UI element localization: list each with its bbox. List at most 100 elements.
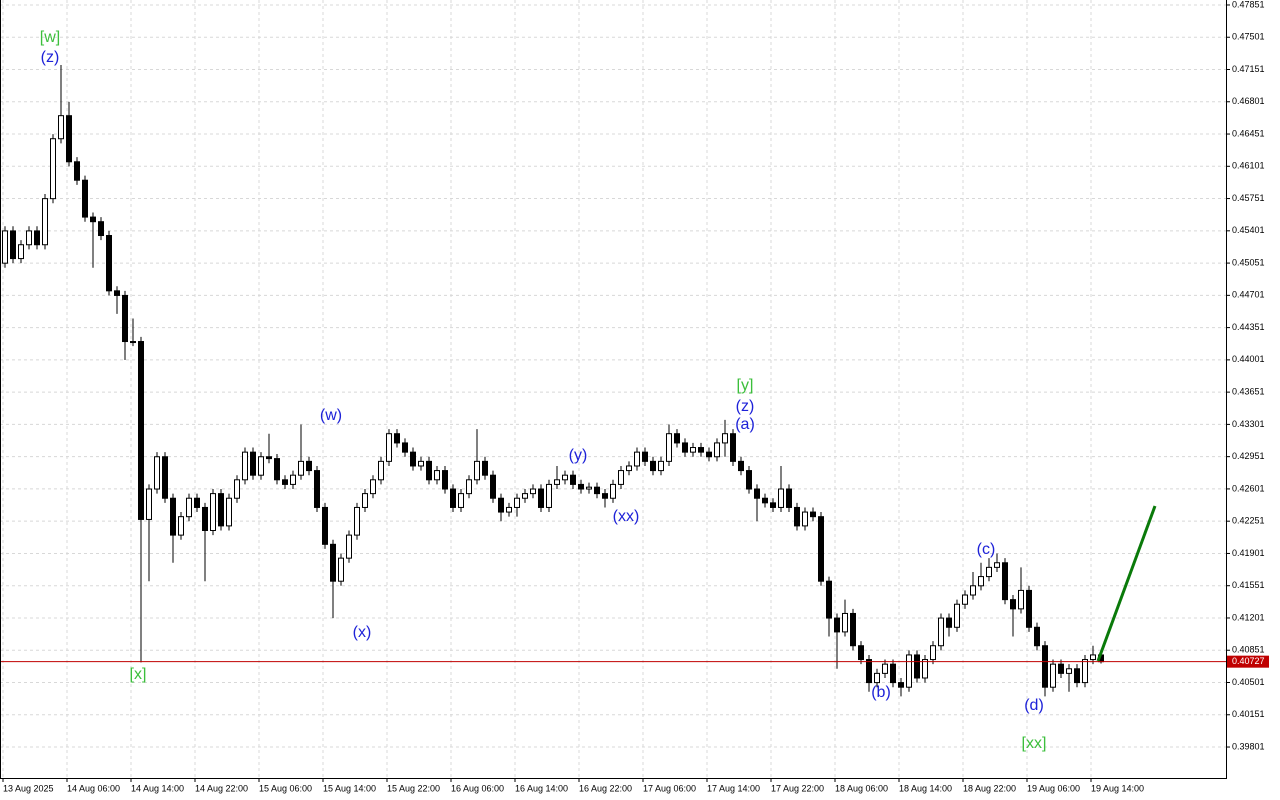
candle-body xyxy=(218,493,224,527)
candle-body xyxy=(866,659,872,684)
y-tick-label: 0.41901 xyxy=(1232,548,1265,558)
candle-body xyxy=(130,341,136,344)
candle-body xyxy=(258,456,264,476)
candle-body xyxy=(306,460,312,472)
candle-body xyxy=(698,447,704,453)
candle-body xyxy=(1050,663,1056,688)
candle-body xyxy=(842,612,848,633)
candle-body xyxy=(466,479,472,495)
candle-body xyxy=(906,654,912,688)
candle-body xyxy=(890,663,896,684)
candle-body xyxy=(1074,668,1080,684)
candle-body xyxy=(634,451,640,467)
wave-label: (a) xyxy=(735,416,755,433)
candle-body xyxy=(106,235,112,292)
candle-body xyxy=(34,230,40,246)
candle-body xyxy=(882,663,888,674)
candle-body xyxy=(82,179,88,218)
candle-body xyxy=(482,460,488,476)
price-label: 0.40727 xyxy=(1232,656,1265,666)
y-tick-label: 0.44351 xyxy=(1232,322,1265,332)
candle-body xyxy=(442,470,448,490)
wave-label: (xx) xyxy=(613,508,640,525)
candle-body xyxy=(434,470,440,481)
candle-body xyxy=(858,645,864,661)
candle-body xyxy=(194,497,200,508)
candle-body xyxy=(506,506,512,513)
candle-body xyxy=(386,433,392,462)
candle-body xyxy=(794,506,800,527)
candle-body xyxy=(250,451,256,476)
candle-body xyxy=(1082,659,1088,684)
candle-body xyxy=(346,534,352,559)
candle-body xyxy=(58,115,64,140)
x-tick-label: 16 Aug 06:00 xyxy=(451,783,504,793)
candle-body xyxy=(410,451,416,467)
candle-body xyxy=(994,562,1000,568)
x-tick-label: 18 Aug 14:00 xyxy=(899,783,952,793)
candle-body xyxy=(202,506,208,531)
overlay: 0.40727[w](z)[x](w)(x)(y)(xx)[y](z)(a)(b… xyxy=(0,29,1269,752)
x-tick-label: 16 Aug 14:00 xyxy=(515,783,568,793)
y-tick-label: 0.43651 xyxy=(1232,387,1265,397)
candle-body xyxy=(90,216,96,223)
candle-body xyxy=(298,460,304,476)
candle-body xyxy=(546,483,552,508)
candle-body xyxy=(674,433,680,444)
candle-body xyxy=(2,230,8,264)
candle-body xyxy=(706,451,712,458)
y-tick-label: 0.45051 xyxy=(1232,257,1265,267)
y-tick-label: 0.46101 xyxy=(1232,161,1265,171)
candle-body xyxy=(978,576,984,587)
candle-body xyxy=(154,456,160,490)
candle-body xyxy=(762,497,768,504)
wave-label: [w] xyxy=(40,29,60,46)
y-tick-label: 0.42601 xyxy=(1232,483,1265,493)
candle-body xyxy=(458,493,464,508)
y-tick-label: 0.44701 xyxy=(1232,290,1265,300)
candle-body xyxy=(914,654,920,679)
candle-body xyxy=(42,198,48,246)
candle-body xyxy=(730,433,736,462)
x-tick-label: 16 Aug 22:00 xyxy=(579,783,632,793)
wave-label: [y] xyxy=(737,377,754,394)
y-tick-label: 0.39801 xyxy=(1232,741,1265,751)
candle-body xyxy=(178,516,184,536)
candle-body xyxy=(362,493,368,508)
candle-body xyxy=(666,433,672,462)
candle-body xyxy=(754,488,760,499)
wave-label: (w) xyxy=(320,407,342,424)
candle-body xyxy=(234,479,240,499)
candle-body xyxy=(642,451,648,462)
candle-body xyxy=(282,479,288,485)
candle-body xyxy=(370,479,376,495)
y-tick-label: 0.45751 xyxy=(1232,193,1265,203)
wave-label: (x) xyxy=(353,624,372,641)
candle-body xyxy=(266,456,272,460)
candle-body xyxy=(922,659,928,679)
candle-body xyxy=(1090,654,1096,661)
x-tick-label: 17 Aug 14:00 xyxy=(707,783,760,793)
y-tick-label: 0.40151 xyxy=(1232,709,1265,719)
candle-body xyxy=(1042,645,1048,688)
candle-body xyxy=(314,470,320,508)
candle-body xyxy=(1002,562,1008,601)
x-tick-label: 17 Aug 22:00 xyxy=(771,783,824,793)
candle-body xyxy=(114,290,120,296)
y-tick-label: 0.41551 xyxy=(1232,580,1265,590)
x-tick-label: 18 Aug 06:00 xyxy=(835,783,888,793)
candles xyxy=(2,64,1104,697)
candle-body xyxy=(810,511,816,518)
y-tick-label: 0.42951 xyxy=(1232,451,1265,461)
y-tick-label: 0.44001 xyxy=(1232,354,1265,364)
candle-body xyxy=(474,460,480,481)
candle-body xyxy=(66,115,72,163)
candle-body xyxy=(650,460,656,472)
y-tick-label: 0.43301 xyxy=(1232,419,1265,429)
candle-body xyxy=(394,433,400,444)
candle-body xyxy=(138,341,144,520)
x-tick-label: 17 Aug 06:00 xyxy=(643,783,696,793)
candle-body xyxy=(1010,599,1016,610)
candle-body xyxy=(786,488,792,508)
